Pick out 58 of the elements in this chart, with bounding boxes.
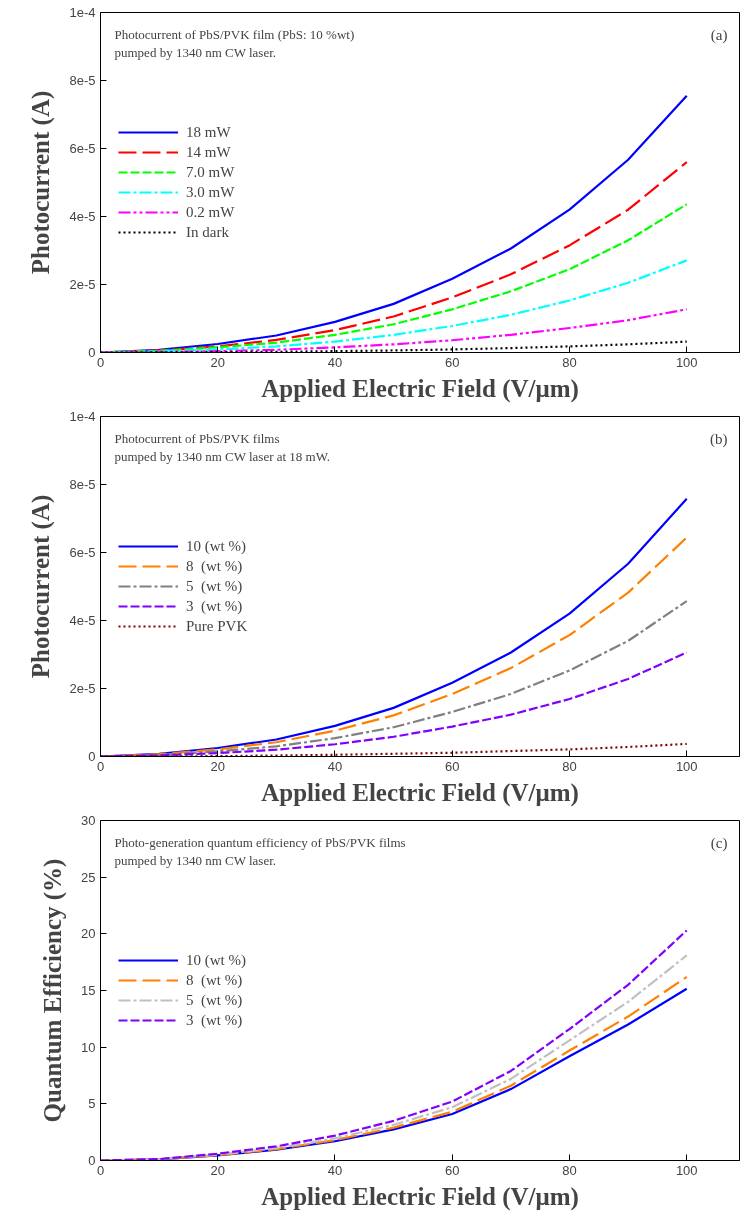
y-tick-label: 4e-5 [69,209,96,224]
y-tick-label: 20 [81,926,96,942]
y-axis-title: Photocurrent (A) [27,90,56,275]
legend-label: 3 (wt %) [186,597,243,615]
y-axis-title: Quantum Efficiency (%) [39,858,68,1123]
y-axis-title: Photocurrent (A) [27,494,56,679]
x-axis-title: Applied Electric Field (V/μm) [261,374,579,403]
x-tick-label: 20 [210,758,225,774]
x-tick-label: 40 [327,1162,343,1178]
x-axis-title: Applied Electric Field (V/μm) [261,1182,579,1211]
y-tick-label: 30 [81,813,96,828]
x-tick-label: 20 [210,1162,225,1178]
x-tick-label: 100 [675,354,698,370]
y-tick-label: 2e-5 [69,681,96,696]
legend-label: 8 (wt %) [186,971,243,989]
x-axis-title: Applied Electric Field (V/μm) [261,778,579,807]
legend-label: 8 (wt %) [186,557,243,575]
legend-label: 10 (wt %) [186,951,246,969]
legend-label: 10 (wt %) [186,537,246,555]
x-tick-label: 100 [675,758,698,774]
legend-label: 3 (wt %) [186,1011,243,1029]
legend-label: 3.0 mW [186,183,235,201]
legend-label: Pure PVK [186,617,248,635]
y-tick-label: 5 [88,1096,96,1112]
y-tick-label: 25 [81,869,96,885]
x-tick-label: 60 [445,1162,460,1178]
y-tick-label: 15 [81,983,96,998]
annotation: (c) [710,834,728,852]
x-tick-label: 40 [327,354,343,370]
legend-label: 0.2 mW [186,203,235,221]
x-tick-label: 80 [562,758,577,774]
legend-label: 7.0 mW [186,163,235,181]
x-tick-label: 80 [562,354,577,370]
y-tick-label: 2e-5 [69,277,96,292]
y-tick-label: 4e-5 [69,613,96,628]
y-tick-label: 1e-4 [69,409,96,424]
x-tick-label: 100 [675,1162,698,1178]
x-tick-label: 20 [210,354,225,370]
y-tick-label: 10 [81,1039,96,1055]
legend-label: 5 (wt %) [186,991,243,1009]
text: Photocurrent of PbS/PVK films pumped by 1340 nm CW laser at 18 mW. [114,430,331,465]
text: Photocurrent of PbS/PVK film (PbS: 10 %wt) pumped by 1340 nm CW laser. [114,26,355,61]
annotation: (b) [710,430,728,448]
legend-label: In dark [186,223,229,241]
legend-label: 14 mW [186,143,231,161]
legend-label: 5 (wt %) [186,577,243,595]
y-tick-label: 6e-5 [69,141,96,156]
y-tick-label: 8e-5 [69,73,96,88]
legend-label: 18 mW [186,123,231,141]
x-tick-label: 80 [562,1162,577,1178]
y-tick-label: 8e-5 [69,477,96,492]
x-tick-label: 60 [445,354,460,370]
annotation: (a) [710,26,728,44]
text: Photo-generation quantum efficiency of PbS/PVK films pumped by 1340 nm CW laser. [114,834,406,869]
x-tick-label: 60 [445,758,460,774]
y-tick-label: 1e-4 [69,5,96,20]
x-tick-label: 40 [327,758,343,774]
y-tick-label: 6e-5 [69,545,96,560]
